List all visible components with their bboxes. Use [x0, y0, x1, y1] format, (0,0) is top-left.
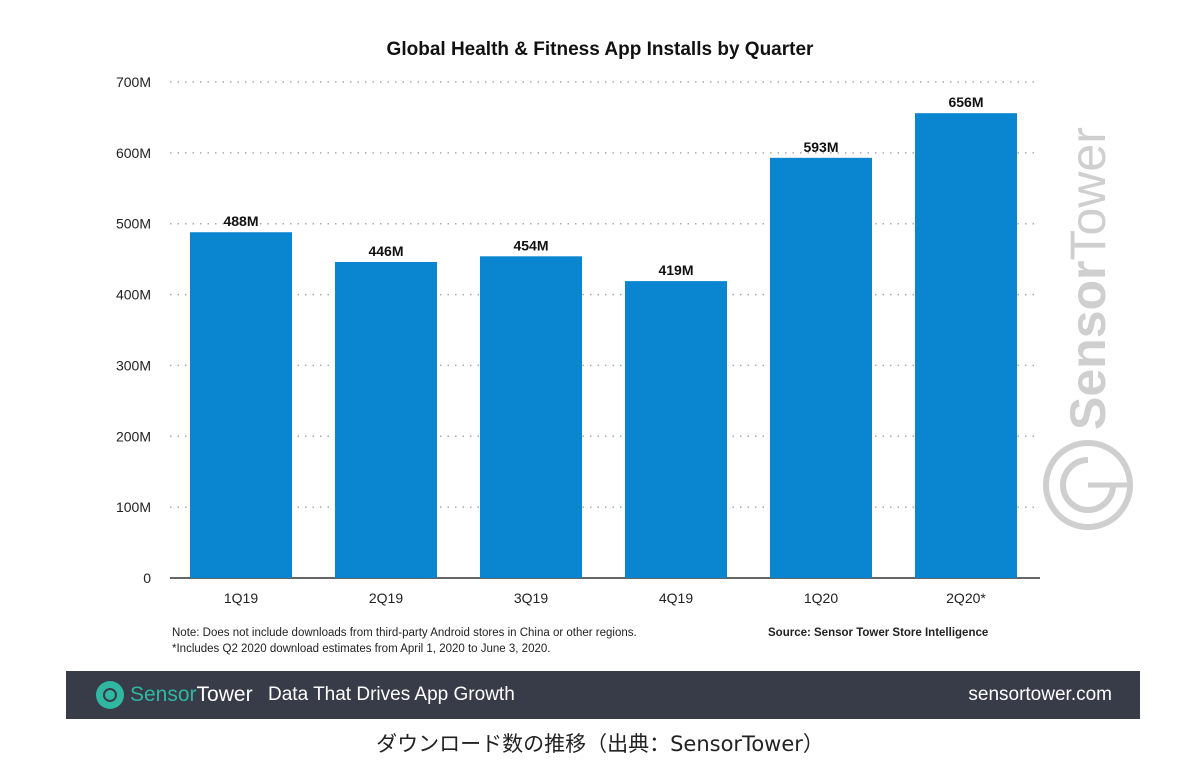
image-caption: ダウンロード数の推移（出典：SensorTower）: [376, 732, 824, 756]
y-tick-label: 600M: [116, 145, 151, 161]
footer-brand: SensorTower: [130, 683, 253, 707]
bar-chart: Global Health & Fitness App Installs by …: [116, 39, 1133, 606]
brand-tower: Tower: [196, 683, 253, 706]
watermark-logo-icon: [1043, 440, 1133, 530]
data-label: 656M: [948, 94, 983, 110]
y-tick-label: 300M: [116, 357, 151, 373]
watermark-text-tower: Tower: [1060, 127, 1116, 260]
data-label: 488M: [223, 213, 258, 229]
data-label: 454M: [513, 237, 548, 253]
y-tick-label: 100M: [116, 499, 151, 515]
x-tick-label: 4Q19: [659, 590, 693, 606]
brand-sensor: Sensor: [130, 683, 197, 706]
footer-tagline: Data That Drives App Growth: [268, 684, 515, 705]
bar-3Q19: [480, 256, 582, 578]
footer-site-link[interactable]: sensortower.com: [968, 684, 1112, 705]
sensortower-logo-icon: [96, 681, 124, 709]
x-tick-label: 2Q19: [369, 590, 403, 606]
x-tick-label: 2Q20*: [946, 590, 986, 606]
note-1: Note: Does not include downloads from th…: [172, 627, 637, 639]
note-2: *Includes Q2 2020 download estimates fro…: [172, 643, 551, 655]
sensortower-watermark: SensorTower: [1043, 127, 1133, 530]
bar-2Q20*: [915, 113, 1017, 579]
bar-2Q19: [335, 261, 437, 578]
data-label: 446M: [368, 243, 403, 259]
source-text: Source: Sensor Tower Store Intelligence: [768, 627, 989, 639]
chart-title: Global Health & Fitness App Installs by …: [387, 39, 814, 60]
bar-1Q19: [190, 232, 292, 578]
bar-1Q20: [770, 157, 872, 578]
x-tick-label: 3Q19: [514, 590, 548, 606]
y-tick-label: 500M: [116, 216, 151, 232]
y-tick-label: 700M: [116, 74, 151, 90]
data-label: 419M: [658, 262, 693, 278]
bar-4Q19: [625, 281, 727, 578]
y-tick-label: 0: [143, 570, 151, 586]
y-tick-label: 200M: [116, 428, 151, 444]
svg-text:SensorTower: SensorTower: [1060, 127, 1116, 430]
y-tick-label: 400M: [116, 287, 151, 303]
x-tick-label: 1Q20: [804, 590, 838, 606]
x-tick-label: 1Q19: [224, 590, 258, 606]
data-label: 593M: [803, 139, 838, 155]
footer-banner: SensorTower Data That Drives App Growth …: [66, 671, 1140, 719]
watermark-text-sensor: Sensor: [1060, 260, 1116, 430]
